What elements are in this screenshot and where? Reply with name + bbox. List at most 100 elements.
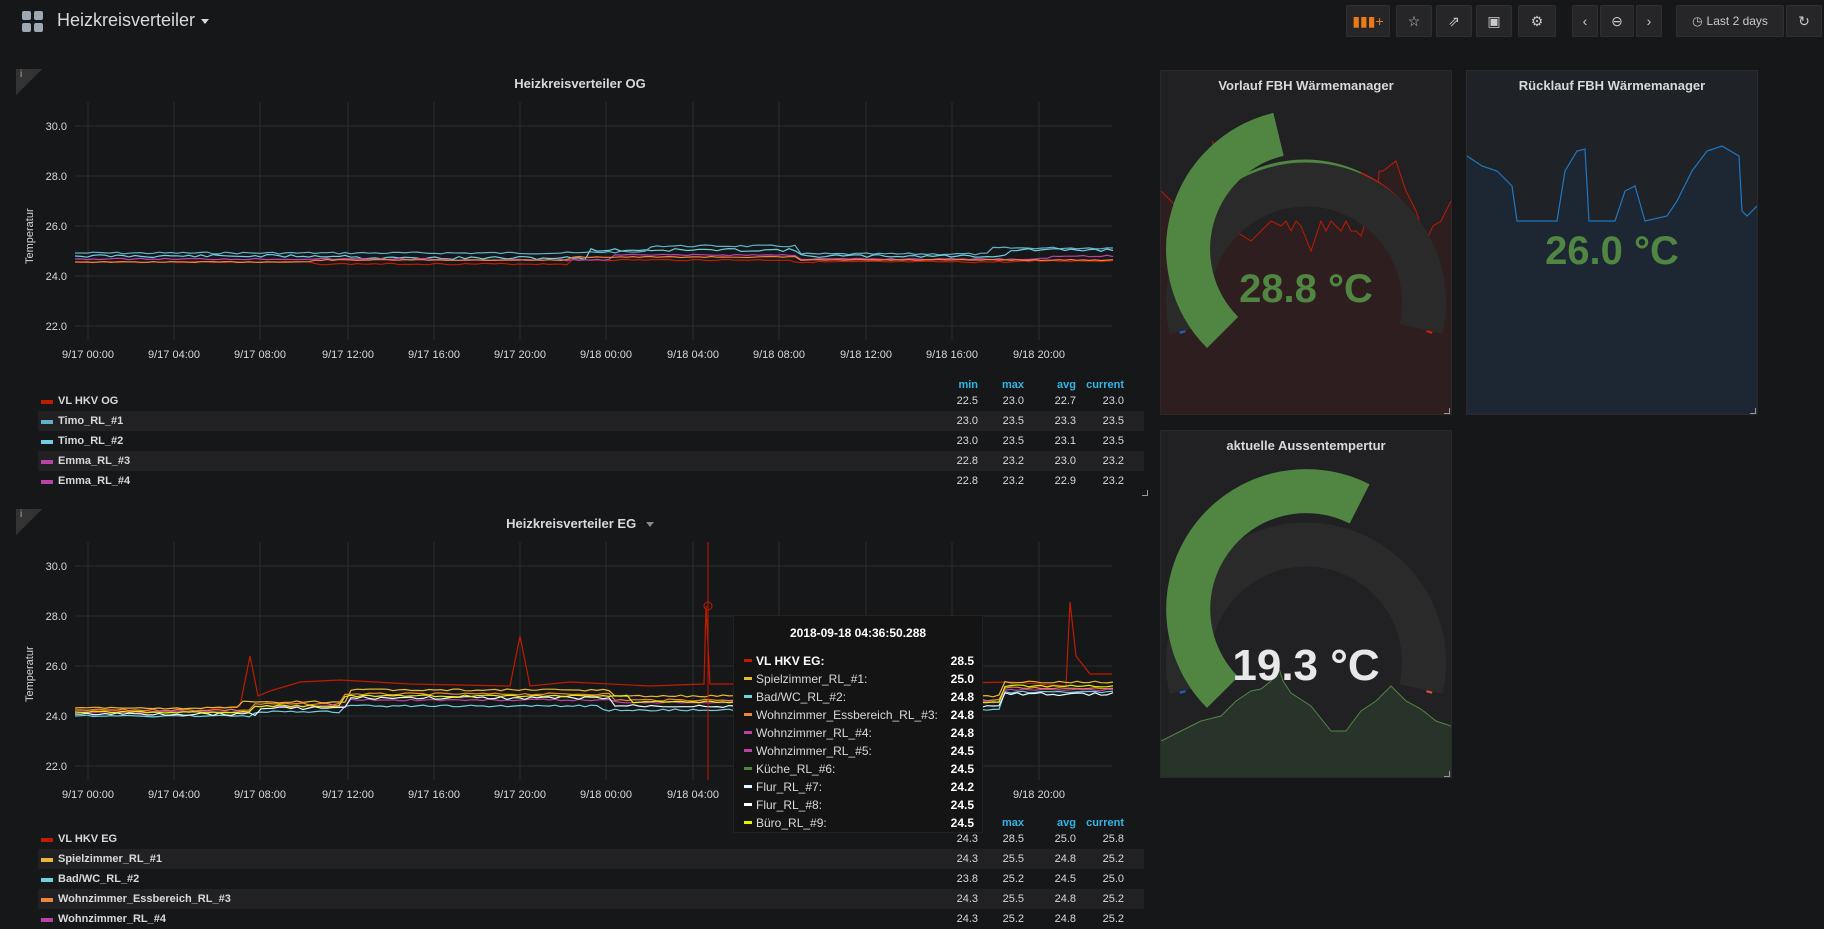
y-tick-label: 26.0 [46, 221, 67, 233]
legend-swatch[interactable] [41, 400, 53, 404]
legend-value-current: 23.2 [1102, 475, 1124, 487]
legend-series-name[interactable]: Emma_RL_#3 [58, 455, 131, 467]
legend-row[interactable]: VL HKV OG 22.5 23.0 22.7 23.0 [38, 391, 1144, 411]
settings-button[interactable]: ⚙ [1518, 5, 1556, 37]
top-navbar: Heizkreisverteiler ▮▮▮+ ☆ ⇗ ▣ ⚙ ‹ ⊖ › ◷ L… [0, 0, 1824, 44]
legend-series-name[interactable]: Wohnzimmer_Essbereich_RL_#3 [58, 893, 231, 905]
legend-value-current: 25.0 [1102, 873, 1124, 885]
time-forward-button[interactable]: › [1636, 5, 1662, 37]
legend-row[interactable]: Emma_RL_#4 22.8 23.2 22.9 23.2 [38, 471, 1144, 491]
panel-info-icon[interactable]: i [16, 509, 42, 535]
legend-swatch[interactable] [41, 838, 53, 842]
legend-swatch[interactable] [41, 918, 53, 922]
save-icon: ▣ [1487, 12, 1501, 29]
legend-series-name[interactable]: Wohnzimmer_RL_#4 [58, 913, 166, 925]
legend-swatch[interactable] [41, 858, 53, 862]
legend-header-current[interactable]: current [1086, 817, 1124, 829]
tooltip-row: Wohnzimmer_Essbereich_RL_#3: 24.8 [744, 706, 974, 724]
legend-row[interactable]: Timo_RL_#2 23.0 23.5 23.1 23.5 [38, 431, 1144, 451]
legend-swatch[interactable] [41, 898, 53, 902]
tooltip-series-name: Büro_RL_#9: [756, 816, 827, 830]
panel-title[interactable]: aktuelle Aussentempertur [1226, 438, 1386, 453]
legend-series-name[interactable]: Timo_RL_#2 [58, 435, 124, 447]
x-tick-label: 9/18 20:00 [1013, 789, 1065, 801]
x-tick-label: 9/17 20:00 [494, 789, 546, 801]
panel-title[interactable]: Heizkreisverteiler OG [514, 76, 646, 91]
time-picker-button[interactable]: ◷ Last 2 days [1676, 5, 1784, 37]
legend-row[interactable]: Wohnzimmer_Essbereich_RL_#3 24.3 25.5 24.8 2… [38, 889, 1144, 909]
legend-value-min: 22.8 [956, 475, 978, 487]
zoom-out-button[interactable]: ⊖ [1600, 5, 1634, 37]
legend-swatch[interactable] [41, 460, 53, 464]
legend-row[interactable]: Bad/WC_RL_#2 23.8 25.2 24.5 25.0 [38, 869, 1144, 889]
refresh-button[interactable]: ↻ [1786, 5, 1822, 37]
tooltip-series-name: Flur_RL_#7: [756, 780, 823, 794]
chevron-left-icon: ‹ [1582, 13, 1588, 29]
tooltip-row: Flur_RL_#7: 24.2 [744, 778, 974, 796]
legend-row[interactable]: Spielzimmer_RL_#1 24.3 25.5 24.8 25.2 [38, 849, 1144, 869]
dashboard-grid-icon[interactable] [22, 11, 44, 33]
legend-swatch[interactable] [41, 440, 53, 444]
tooltip-swatch [744, 749, 752, 752]
sparkline-area [1161, 659, 1451, 777]
legend-header-min[interactable]: min [958, 379, 978, 391]
dashboard-title-dropdown[interactable]: Heizkreisverteiler [57, 10, 210, 31]
tooltip-time: 2018-09-18 04:36:50.288 [789, 626, 927, 640]
legend-header-current[interactable]: current [1086, 379, 1124, 391]
panel-info-icon[interactable]: i [16, 69, 42, 95]
legend-row[interactable]: VL HKV EG 24.3 28.5 25.0 25.8 [38, 829, 1144, 849]
share-dashboard-button[interactable]: ⇗ [1436, 5, 1472, 37]
time-back-button[interactable]: ‹ [1572, 5, 1598, 37]
legend-value-avg: 22.9 [1054, 475, 1076, 487]
legend-value-avg: 24.8 [1054, 913, 1076, 925]
x-tick-label: 9/17 20:00 [494, 349, 546, 361]
x-tick-label: 9/18 20:00 [1013, 349, 1065, 361]
panel-title-dropdown[interactable]: Heizkreisverteiler EG [10, 516, 1150, 531]
legend-swatch[interactable] [41, 480, 53, 484]
panel-title[interactable]: Rücklauf FBH Wärmemanager [1518, 78, 1706, 93]
star-dashboard-button[interactable]: ☆ [1396, 5, 1432, 37]
save-dashboard-button[interactable]: ▣ [1476, 5, 1512, 37]
zoom-out-icon: ⊖ [1611, 12, 1623, 29]
tooltip-swatch [744, 695, 752, 698]
legend-value-min: 22.8 [956, 455, 978, 467]
graph-og[interactable]: 30.0 28.0 26.0 24.0 22.0 9/17 00:00 9/17 04:00… [10, 66, 1150, 376]
legend-swatch[interactable] [41, 878, 53, 882]
tooltip-row: Küche_RL_#6: 24.5 [744, 760, 974, 778]
legend-row[interactable]: Emma_RL_#3 22.8 23.2 23.0 23.2 [38, 451, 1144, 471]
y-tick-label: 26.0 [46, 661, 67, 673]
legend-series-name[interactable]: VL HKV OG [58, 395, 119, 407]
x-tick-label: 9/18 08:00 [753, 349, 805, 361]
panel-title[interactable]: Vorlauf FBH Wärmemanager [1218, 78, 1394, 93]
resize-handle[interactable] [1750, 408, 1756, 414]
caret-down-icon [645, 522, 654, 528]
legend-row[interactable]: Wohnzimmer_RL_#4 24.3 25.2 24.8 25.2 [38, 909, 1144, 929]
x-tick-label: 9/17 12:00 [322, 789, 374, 801]
resize-handle[interactable] [1444, 408, 1450, 414]
legend-series-name[interactable]: Timo_RL_#1 [58, 415, 124, 427]
legend-header-avg[interactable]: avg [1057, 379, 1076, 391]
legend-row[interactable]: Timo_RL_#1 23.0 23.5 23.3 23.5 [38, 411, 1144, 431]
tooltip-series-name: Bad/WC_RL_#2: [756, 690, 847, 704]
legend-series-name[interactable]: Bad/WC_RL_#2 [58, 873, 140, 885]
legend-header-max[interactable]: max [1001, 817, 1024, 829]
add-panel-button[interactable]: ▮▮▮+ [1346, 5, 1390, 37]
tooltip-row: Büro_RL_#9: 24.5 [744, 814, 974, 832]
tooltip-value: 24.8 [950, 708, 974, 722]
caret-down-icon [201, 18, 210, 24]
legend-value-current: 25.2 [1102, 893, 1124, 905]
legend-value-avg: 24.8 [1054, 893, 1076, 905]
legend-swatch[interactable] [41, 420, 53, 424]
legend-series-name[interactable]: Spielzimmer_RL_#1 [58, 853, 162, 865]
x-tick-label: 9/17 12:00 [322, 349, 374, 361]
panel-title: Heizkreisverteiler EG [506, 516, 637, 531]
legend-header-avg[interactable]: avg [1057, 817, 1076, 829]
legend-series-name[interactable]: Emma_RL_#4 [58, 475, 131, 487]
resize-handle[interactable] [1142, 490, 1148, 496]
legend-header-max[interactable]: max [1001, 379, 1024, 391]
stat-value: 26.0 °C [1545, 229, 1679, 273]
sparkline-area [1467, 146, 1757, 414]
legend-series-name[interactable]: VL HKV EG [58, 833, 118, 845]
tooltip-series-name: Flur_RL_#8: [756, 798, 823, 812]
resize-handle[interactable] [1444, 771, 1450, 777]
